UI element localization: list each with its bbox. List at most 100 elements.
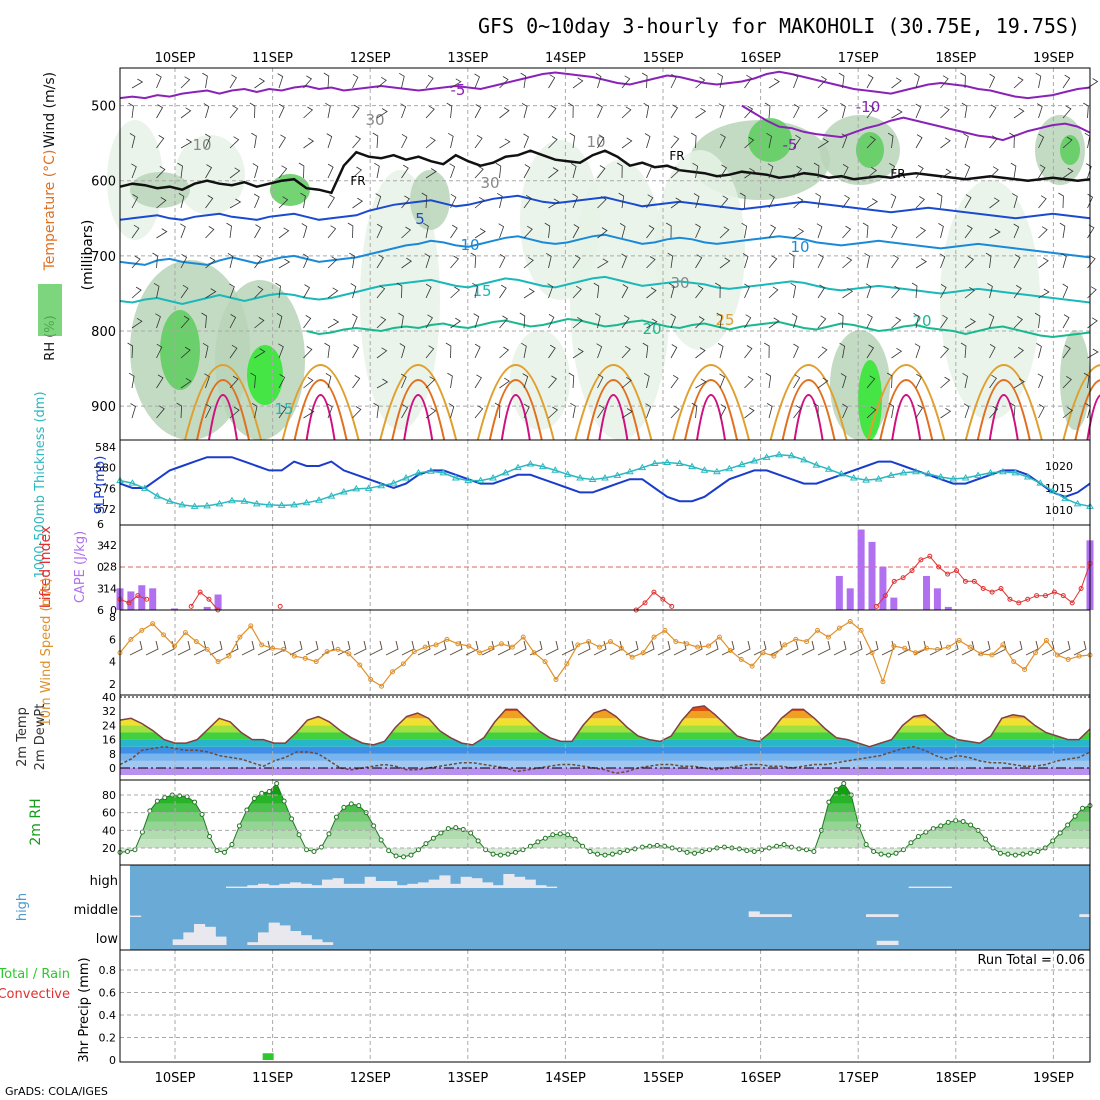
warm-isotherm [476, 364, 555, 441]
wind-barb-10m [209, 640, 223, 656]
wind-barb [940, 345, 950, 359]
wind-speed-point [869, 650, 875, 656]
rh-point [938, 823, 944, 829]
wind-barb-10m [721, 640, 735, 656]
wind-speed-point [836, 625, 842, 631]
cape-bar [944, 606, 952, 610]
wind-speed-point [804, 639, 810, 645]
wind-barb [180, 76, 191, 89]
wind-barb-10m [145, 640, 159, 656]
wind-barb [670, 405, 680, 419]
contour-label: 10 [460, 236, 479, 254]
cape-side-label: CAPE (J/kg) [73, 531, 88, 603]
thickness-point [762, 453, 771, 460]
wind-barb-10m [1041, 640, 1055, 656]
wind-barb [866, 313, 873, 329]
warm-isotherm [208, 394, 238, 441]
wind-speed-point [956, 637, 962, 643]
wind-barb [376, 378, 389, 389]
wind-barb [791, 313, 798, 329]
contour-label: 10 [192, 136, 211, 154]
wind-barb [621, 284, 629, 299]
warm-isotherm [964, 364, 1043, 441]
wind-barb [695, 76, 706, 89]
wind-barb [203, 103, 210, 119]
wind-barb [865, 283, 872, 299]
wind-barb [842, 164, 849, 179]
wind-barb [866, 375, 876, 389]
wind-barb [739, 192, 746, 209]
rh-point [274, 781, 280, 787]
warm-isotherm [696, 394, 726, 441]
rh-point [154, 798, 160, 804]
wind-barb-10m [305, 640, 319, 656]
wind-speed-point [411, 649, 417, 655]
wind-barb [205, 403, 212, 419]
wind-barb [548, 406, 559, 419]
wind-barb [793, 134, 801, 149]
wind-barb [714, 282, 721, 299]
rh-point [1035, 849, 1041, 855]
wind-barb [793, 104, 800, 119]
rh-point [908, 840, 914, 846]
wind-barb [744, 283, 750, 299]
cloud-bar [930, 886, 942, 888]
rh-point [744, 848, 750, 854]
wind-barb [839, 342, 846, 359]
thickness-point [650, 459, 659, 467]
cloud-bar [311, 939, 323, 945]
wind-barb [251, 402, 258, 419]
wind-barb [744, 345, 753, 359]
thickness-tick-label: 576 [95, 482, 116, 495]
wind-barb [523, 225, 533, 239]
wind-barb [401, 226, 412, 239]
wind-barb [201, 312, 207, 329]
thickness-point [1023, 472, 1032, 480]
wind-speed-point [771, 653, 777, 659]
wind-barb [472, 282, 478, 299]
wind-barb [229, 406, 240, 419]
wind-barb [350, 283, 357, 299]
wind-barb [817, 76, 827, 89]
wind-barb [352, 197, 364, 209]
rh-point [468, 830, 474, 836]
wind-barb [303, 75, 313, 89]
wind-barb [130, 403, 136, 419]
wind-speed-point [455, 641, 461, 647]
wind-barb [793, 196, 804, 209]
cloud-bar [332, 878, 344, 888]
wind-barb [155, 73, 162, 89]
date-label-bottom: 17SEP [838, 1071, 879, 1086]
wind-barb-10m [657, 640, 671, 656]
thickness-point [625, 467, 634, 475]
wind-speed-point [727, 648, 733, 653]
wind-barb [1083, 372, 1090, 389]
wind-speed-point [324, 649, 330, 655]
wind-barb [278, 343, 284, 359]
wind-barb [277, 73, 284, 89]
wind-barb [349, 252, 355, 269]
temperature-line [119, 705, 1091, 748]
cloud-bar [343, 883, 355, 888]
cloud-bar [279, 883, 291, 888]
wind-barb-10m [369, 640, 383, 656]
wind-barb [572, 224, 580, 239]
cloud-panel: high middle low [74, 864, 1091, 951]
wind-barb [156, 228, 168, 239]
wind-barb [254, 286, 264, 299]
wind-barb [1012, 193, 1018, 209]
temperature-band [120, 753, 1090, 761]
thickness-point [551, 466, 560, 473]
warm-isotherm [1074, 379, 1100, 441]
thickness-point [215, 499, 224, 507]
wind-barb [597, 134, 605, 149]
rh-point [289, 816, 295, 822]
date-label-top: 16SEP [740, 51, 781, 66]
wind-barb [790, 282, 797, 299]
wind-speed-point [564, 661, 570, 667]
thickness-point [862, 476, 871, 483]
wind-barb [205, 164, 213, 179]
wind-speed-point [684, 641, 690, 647]
rh-point [393, 853, 399, 859]
thickness-point [489, 474, 497, 481]
